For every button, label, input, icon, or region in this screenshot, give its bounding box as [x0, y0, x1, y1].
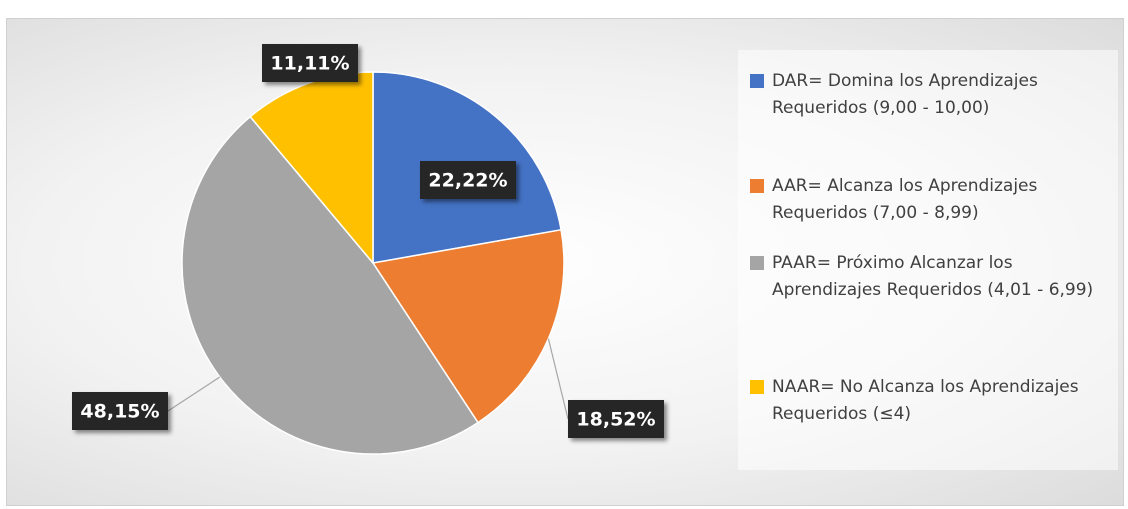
- label-box: [72, 392, 168, 430]
- legend-label: NAAR= No Alcanza los Aprendizajes Requer…: [772, 377, 1079, 424]
- label-box: [420, 161, 516, 199]
- legend-entry: NAAR= No Alcanza los Aprendizajes Requer…: [750, 374, 1110, 428]
- legend-label: AAR= Alcanza los Aprendizajes Requeridos…: [772, 176, 1038, 223]
- legend-swatch: [750, 74, 764, 88]
- legend-entry: PAAR= Próximo Alcanzar los Aprendizajes …: [750, 250, 1110, 304]
- legend: DAR= Domina los Aprendizajes Requeridos …: [738, 50, 1118, 470]
- leader-line: [167, 376, 221, 412]
- legend-entry: AAR= Alcanza los Aprendizajes Requeridos…: [750, 173, 1110, 227]
- leader-line: [547, 338, 569, 420]
- pie-slice: [371, 228, 565, 424]
- data-label: 48,15%: [80, 401, 159, 423]
- legend-swatch: [750, 179, 764, 193]
- label-box: [568, 400, 664, 438]
- data-label: 11,11%: [270, 53, 349, 75]
- pie-slice: [249, 71, 374, 266]
- legend-swatch: [750, 380, 764, 394]
- pie-slice: [181, 115, 480, 455]
- legend-label: PAAR= Próximo Alcanzar los Aprendizajes …: [772, 253, 1094, 300]
- data-label: 22,22%: [428, 170, 507, 192]
- legend-label: DAR= Domina los Aprendizajes Requeridos …: [772, 71, 1038, 118]
- data-label: 18,52%: [576, 409, 655, 431]
- legend-swatch: [750, 256, 764, 270]
- label-box: [262, 44, 358, 82]
- legend-entry: DAR= Domina los Aprendizajes Requeridos …: [750, 68, 1110, 122]
